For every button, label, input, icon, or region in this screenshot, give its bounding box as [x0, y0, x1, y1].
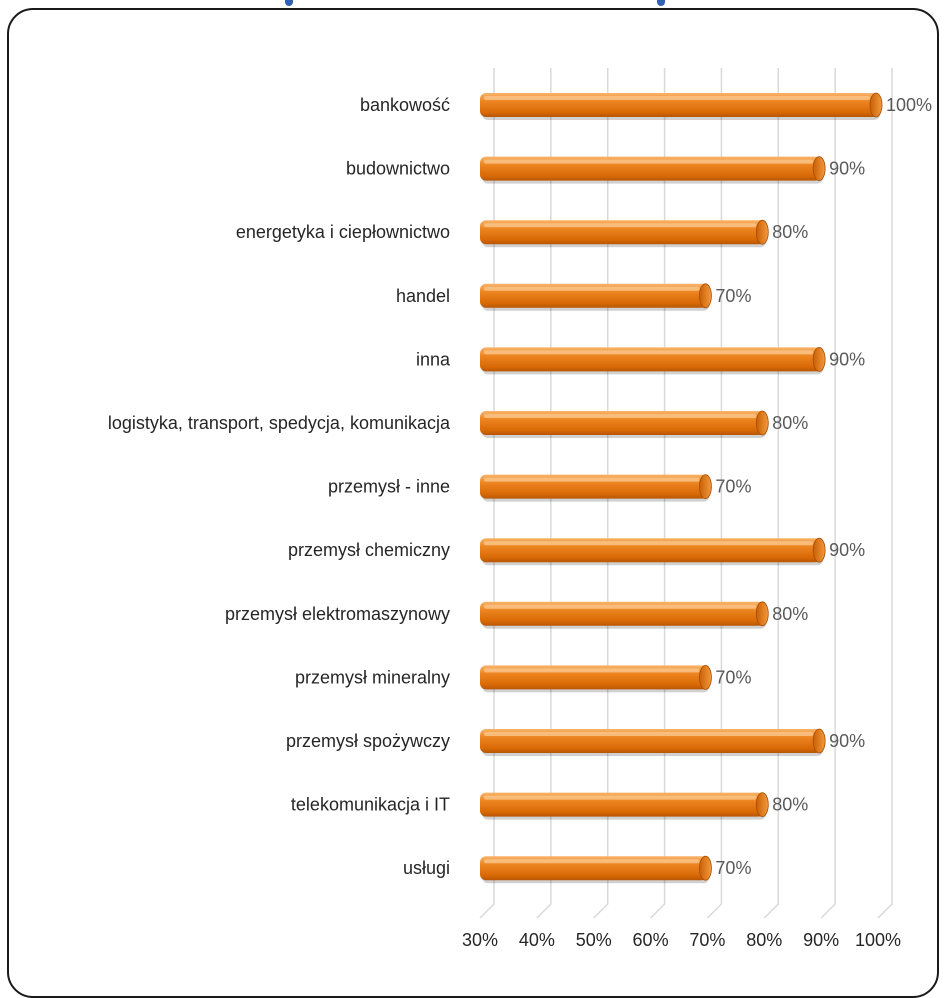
category-label-0: bankowość [360, 95, 450, 115]
x-tick-label-80: 80% [746, 930, 782, 950]
value-label-10: 90% [829, 731, 865, 751]
category-label-2: energetyka i ciepłownictwo [236, 222, 450, 242]
x-tick-label-90: 90% [803, 930, 839, 950]
x-tick-label-70: 70% [689, 930, 725, 950]
bar-10 [480, 728, 826, 756]
x-tick-label-40: 40% [519, 930, 555, 950]
bar-1 [480, 156, 826, 184]
bar-2 [480, 219, 769, 248]
bar-0 [480, 92, 883, 120]
gridline-70 [706, 68, 723, 919]
gridlines [479, 68, 893, 919]
value-label-0: 100% [886, 95, 932, 115]
gridline-30 [479, 68, 495, 919]
bar-7 [480, 537, 826, 566]
value-label-5: 80% [772, 413, 808, 433]
value-label-6: 70% [715, 477, 751, 497]
value-label-3: 70% [715, 286, 751, 306]
value-label-2: 80% [772, 222, 808, 242]
gridline-100 [877, 68, 893, 919]
x-tick-label-100: 100% [855, 930, 901, 950]
category-label-6: przemysł - inne [328, 477, 450, 497]
category-label-3: handel [396, 286, 450, 306]
category-label-10: przemysł spożywczy [286, 731, 450, 751]
category-label-4: inna [416, 349, 451, 369]
category-label-1: budownictwo [346, 159, 450, 179]
gridline-50 [593, 68, 609, 919]
bar-12 [480, 855, 712, 884]
x-tick-label-50: 50% [576, 930, 612, 950]
bar-9 [480, 665, 712, 693]
category-label-5: logistyka, transport, spedycja, komunika… [108, 413, 451, 433]
bars [480, 92, 883, 884]
bar-8 [480, 601, 769, 629]
value-label-12: 70% [715, 858, 751, 878]
value-label-4: 90% [829, 349, 865, 369]
title-strip-fragment [255, 0, 695, 10]
value-label-8: 80% [772, 604, 808, 624]
category-label-12: usługi [403, 858, 450, 878]
x-axis-tick-labels: 30% 40% 50% 60% 70% 80% 90% 100% [462, 930, 901, 950]
value-label-11: 80% [772, 795, 808, 815]
bar-6 [480, 474, 712, 502]
bar-5 [480, 410, 769, 438]
x-tick-label-60: 60% [633, 930, 669, 950]
category-label-7: przemysł chemiczny [288, 540, 450, 560]
value-label-1: 90% [829, 159, 865, 179]
bar-4 [480, 346, 826, 375]
gridline-40 [536, 68, 552, 919]
bar-11 [480, 792, 769, 820]
x-tick-label-30: 30% [462, 930, 498, 950]
category-label-9: przemysł mineralny [295, 667, 450, 687]
gridline-80 [763, 68, 780, 919]
gridline-90 [820, 68, 836, 919]
value-label-9: 70% [715, 667, 751, 687]
bar-3 [480, 283, 712, 311]
category-label-11: telekomunikacja i IT [291, 795, 450, 815]
value-label-7: 90% [829, 540, 865, 560]
gridline-60 [650, 68, 666, 919]
value-labels: 100% 90% 80% 70% 90% 80% 70% 90% 80% 70% 90% 80% 70% [715, 95, 932, 878]
category-label-8: przemysł elektromaszynowy [225, 604, 450, 624]
category-labels: bankowość budownictwo energetyka i ciepłow… [108, 95, 451, 878]
